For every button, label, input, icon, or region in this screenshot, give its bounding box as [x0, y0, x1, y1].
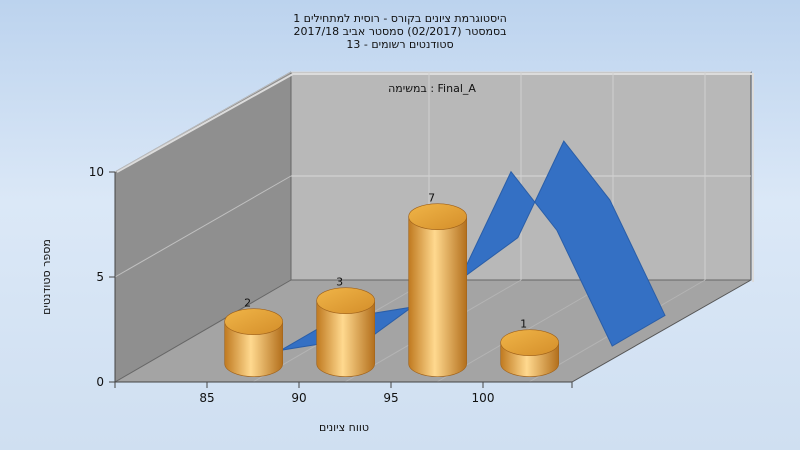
chart-title-line-2: בסמסטר (02/2017) סמסטר אביב 2017/18	[293, 25, 506, 38]
x-tick-label: 90	[291, 391, 306, 405]
bar-90: 3	[316, 276, 375, 377]
bar-95: 7	[408, 192, 467, 377]
bar-top	[316, 287, 375, 314]
chart-title-line-1: היסטוגרמת ציונים בקורס - רוסית למתחילים …	[293, 12, 507, 25]
x-axis-label: טווח ציונים	[319, 421, 369, 434]
bar-value-label: 3	[336, 276, 343, 289]
bar-value-label: 1	[520, 318, 527, 331]
bar-body	[408, 216, 467, 377]
gridline-left	[114, 175, 292, 278]
y-tick-label: 0	[96, 375, 104, 389]
gridline-left	[114, 71, 292, 173]
bar-value-label: 2	[244, 297, 251, 310]
chart-title-line-3: סטודנטים רשומים - 13	[346, 38, 453, 51]
x-axis: 85 90 95 100	[114, 381, 573, 405]
x-tick-label: 100	[472, 391, 495, 405]
y-tick-label: 10	[89, 165, 104, 179]
bar-top	[500, 329, 559, 356]
bar-85: 2	[224, 297, 283, 377]
y-tick-label: 5	[96, 270, 104, 284]
bar-body	[316, 300, 375, 377]
y-axis-label: מספר סטודנטים	[40, 239, 53, 315]
y-axis: 0 5 10	[89, 165, 116, 389]
bar-top	[224, 308, 283, 335]
assignment-label: במשימה : Final_A	[388, 82, 476, 95]
bar-body	[224, 321, 283, 377]
bars-layer: 2 3 7 1	[224, 192, 559, 377]
x-tick-label: 95	[383, 391, 398, 405]
bar-100: 1	[500, 318, 559, 377]
bar-value-label: 7	[428, 192, 435, 205]
x-tick-label: 85	[199, 391, 214, 405]
bar-top	[408, 203, 467, 230]
